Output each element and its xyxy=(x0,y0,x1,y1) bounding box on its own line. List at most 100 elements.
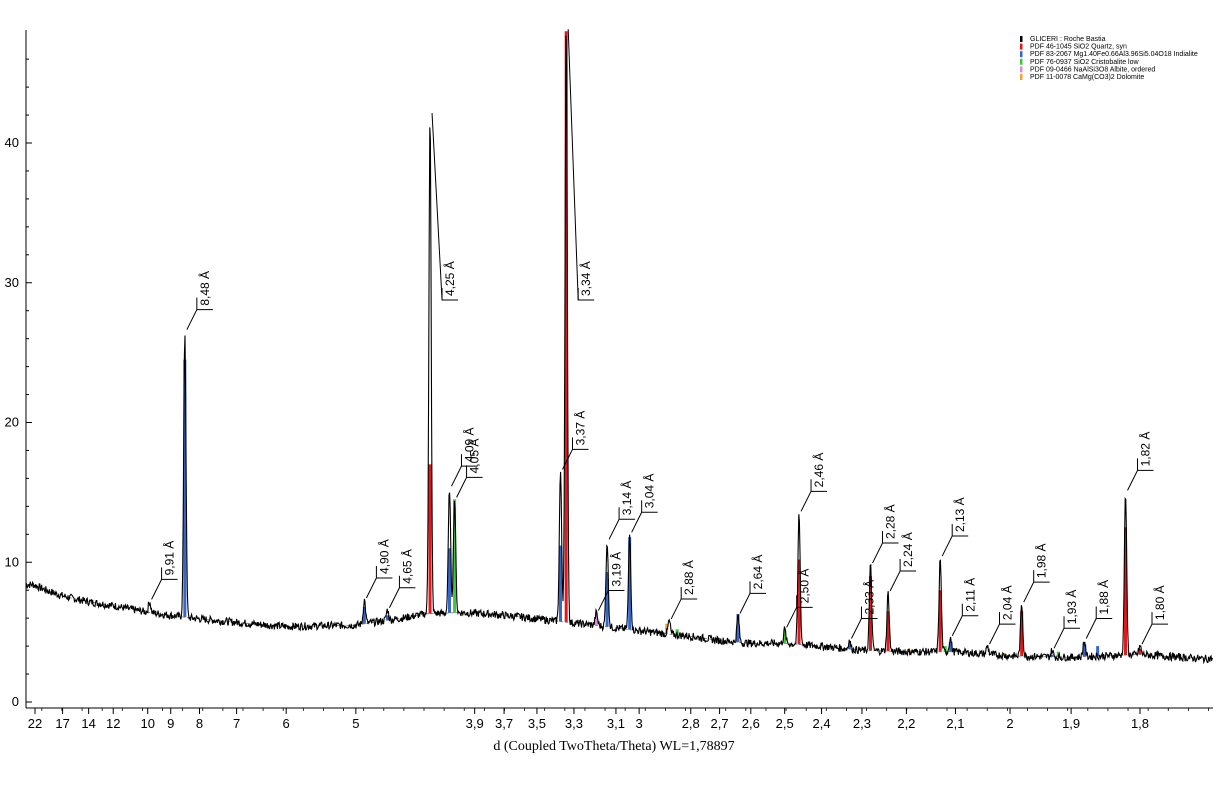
x-tick-label: 9 xyxy=(167,716,174,731)
peak-leader-line xyxy=(456,476,483,498)
peak-label-text: 8,48 Å xyxy=(197,271,212,306)
peak-label: 9,91 Å xyxy=(151,541,178,600)
legend-entry: PDF 76-0937 SiO2 Cristobalite low xyxy=(1030,59,1139,66)
peak-leader-line xyxy=(889,570,917,592)
x-tick-label: 2,3 xyxy=(853,716,871,731)
peak-leader-line xyxy=(1023,581,1050,603)
peak-label: 4,09 Å xyxy=(451,427,478,487)
peak-label: 3,34 Å xyxy=(567,29,595,301)
axes: 0 10 20 30 40 22 17 14 12 10 9 8 7 6 5 3,9 3,7 3,5 3,3 3,1 3… xyxy=(5,30,1213,731)
peak-leader-line xyxy=(1053,627,1081,649)
x-tick-label: 2,8 xyxy=(682,716,700,731)
background-curve xyxy=(26,584,1213,660)
legend-entry: PDF 46-1045 SiO2 Quartz, syn xyxy=(1030,44,1127,51)
x-tick-label: 5 xyxy=(352,716,359,731)
y-tick-label: 0 xyxy=(12,694,19,709)
x-tick-label: 3,7 xyxy=(495,716,513,731)
peak-label-text: 1,93 Å xyxy=(1064,590,1079,625)
peak-label: 2,11 Å xyxy=(951,578,979,636)
x-tick-label: 6 xyxy=(283,716,290,731)
peak-label: 4,05 Å xyxy=(456,439,483,498)
x-tick-label: 3,9 xyxy=(466,716,484,731)
peak-leader-line xyxy=(1085,618,1113,639)
peak-label-text: 2,64 Å xyxy=(750,555,765,590)
legend-swatch xyxy=(1020,74,1023,80)
peak-label-text: 2,13 Å xyxy=(952,497,967,532)
x-tick-label: 14 xyxy=(81,716,95,731)
peak-label-text: 1,98 Å xyxy=(1034,543,1049,578)
peak-label-text: 1,82 Å xyxy=(1138,432,1153,467)
legend-swatch xyxy=(1020,36,1023,42)
peak-label: 2,64 Å xyxy=(739,555,767,614)
peak-label-text: 1,88 Å xyxy=(1096,580,1111,615)
x-tick-label: 17 xyxy=(55,716,69,731)
legend-swatch xyxy=(1020,58,1023,65)
legend-entry: PDF 83-2067 Mg1.40Fe0.66Al3.96Si5.04O18 … xyxy=(1030,51,1198,58)
y-tick-label: 30 xyxy=(5,275,19,290)
peak-label-text: 2,11 Å xyxy=(962,578,977,612)
peak-label-text: 4,25 Å xyxy=(442,261,457,296)
peak-label-text: 2,88 Å xyxy=(681,560,696,595)
peak-label-text: 3,37 Å xyxy=(572,411,587,446)
x-tick-label: 22 xyxy=(28,716,42,731)
peak-label-text: 2,24 Å xyxy=(900,532,915,567)
peak-label: 2,88 Å xyxy=(670,560,698,620)
peak-leader-line xyxy=(567,29,595,301)
peak-leader-line xyxy=(388,587,416,608)
peak-leader-line xyxy=(989,623,1016,645)
peak-label: 3,19 Å xyxy=(597,552,625,611)
peak-label: 2,24 Å xyxy=(889,532,917,592)
reference-pattern-lines xyxy=(183,31,1149,658)
peak-leader-line xyxy=(851,618,878,639)
peak-label: 3,14 Å xyxy=(608,481,636,540)
peak-label-text: 3,19 Å xyxy=(608,552,623,587)
peak-leader-line xyxy=(631,511,658,533)
peak-label: 4,65 Å xyxy=(388,549,416,608)
x-tick-label: 2 xyxy=(1006,716,1013,731)
x-tick-label: 2,5 xyxy=(776,716,794,731)
peak-label: 1,98 Å xyxy=(1023,543,1050,603)
peak-label-text: 1,80 Å xyxy=(1152,585,1167,620)
peak-label: 2,33 Å xyxy=(851,580,878,639)
x-tick-label: 2,2 xyxy=(897,716,915,731)
y-tick-label: 10 xyxy=(5,554,19,569)
x-tick-label: 3,1 xyxy=(607,716,625,731)
peak-labels: 9,91 Å 8,48 Å 4,90 Å 4,65 Å 4,25 Å 4,09 Å4,05… xyxy=(151,29,1168,649)
peak-leader-line xyxy=(739,592,767,614)
legend-swatch xyxy=(1020,51,1023,58)
peak-label-text: 2,04 Å xyxy=(999,585,1014,620)
x-tick-label: 3,3 xyxy=(565,716,583,731)
legend-swatch xyxy=(1020,66,1023,73)
legend-entry: GLICERI : Roche Bastia xyxy=(1030,36,1106,43)
peak-label-text: 2,46 Å xyxy=(811,453,826,488)
y-tick-label: 20 xyxy=(5,415,19,430)
peak-label-text: 4,05 Å xyxy=(467,439,482,474)
x-tick-label: 3 xyxy=(636,716,643,731)
peak-label: 8,48 Å xyxy=(186,271,213,330)
peak-label-text: 3,04 Å xyxy=(642,474,657,509)
legend-entry: PDF 09-0466 NaAlSi3O8 Albite, ordered xyxy=(1030,66,1155,73)
x-tick-label: 1,9 xyxy=(1062,716,1080,731)
peak-label-text: 9,91 Å xyxy=(162,541,177,576)
peak-label: 2,04 Å xyxy=(989,585,1016,645)
peak-label: 1,88 Å xyxy=(1085,580,1113,639)
x-tick-label: 1,8 xyxy=(1131,716,1149,731)
peak-leader-line xyxy=(597,590,625,611)
peak-label-text: 4,09 Å xyxy=(461,427,476,462)
x-tick-label: 2,6 xyxy=(742,716,760,731)
peak-label: 2,50 Å xyxy=(786,569,813,628)
x-tick-label: 7 xyxy=(233,716,240,731)
x-tick-label: 2,1 xyxy=(946,716,964,731)
peak-label-text: 2,50 Å xyxy=(797,569,812,604)
measured-pattern-line xyxy=(25,35,1214,665)
y-tick-label: 40 xyxy=(5,135,19,150)
peak-label: 2,28 Å xyxy=(872,504,899,564)
peak-leader-line xyxy=(1141,623,1168,645)
peak-leader-line xyxy=(941,535,969,557)
peak-leader-line xyxy=(608,518,636,540)
peak-label: 2,13 Å xyxy=(941,497,969,557)
peak-leader-line xyxy=(365,577,393,599)
x-tick-label: 8 xyxy=(196,716,203,731)
